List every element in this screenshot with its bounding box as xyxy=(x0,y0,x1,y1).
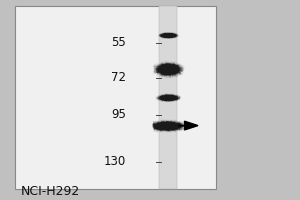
Text: 95: 95 xyxy=(111,108,126,121)
Bar xyxy=(159,6,177,189)
Text: NCI-H292: NCI-H292 xyxy=(21,185,80,198)
Bar xyxy=(15,6,216,189)
Text: 55: 55 xyxy=(111,36,126,49)
Text: 130: 130 xyxy=(104,155,126,168)
FancyArrow shape xyxy=(178,121,198,130)
Text: 72: 72 xyxy=(111,71,126,84)
